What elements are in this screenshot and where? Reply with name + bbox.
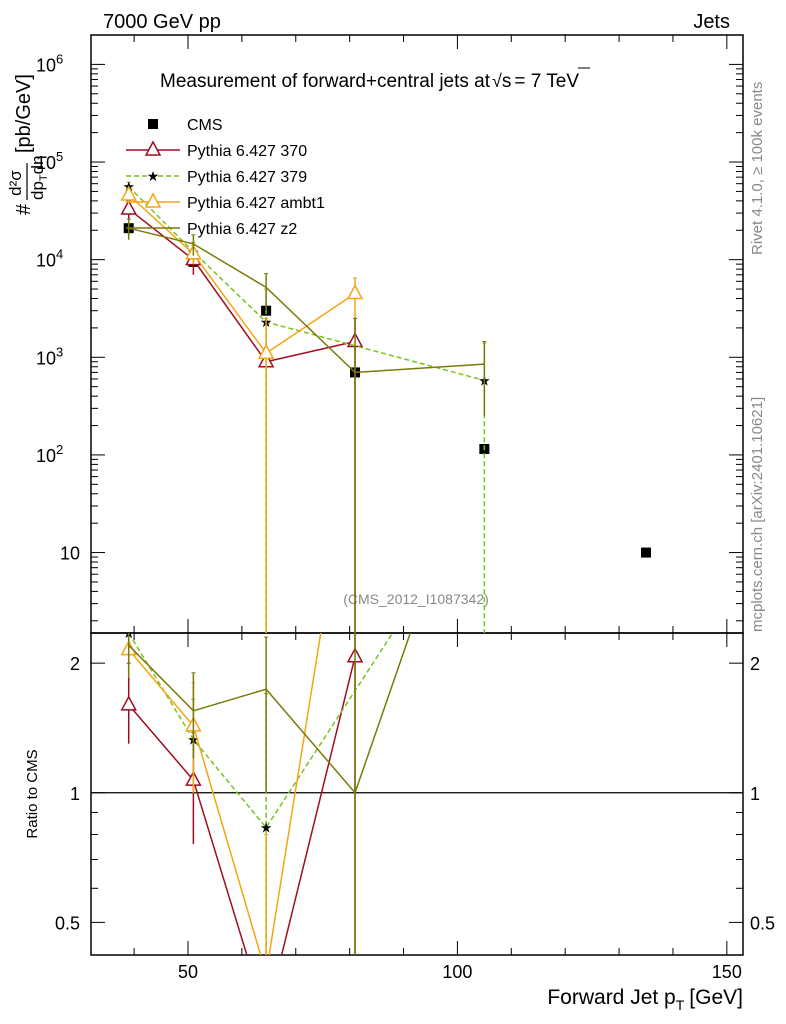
ratio-plot-frame [90,632,744,956]
y-tick-label: 106 [36,51,63,75]
ratio-y-tick-label-right: 0.5 [750,913,775,933]
plot-title: Measurement of forward+central jets at √s… [160,71,579,92]
x-tick-label: 150 [712,962,742,982]
main-marker-ambt1 [120,185,137,201]
legend-label-ambt1: Pythia 6.427 ambt1 [187,195,325,212]
y-tick-label: 103 [36,344,63,368]
main-series-line-ambt1 [128,194,356,355]
ratio-series-line-p379 [128,633,394,829]
x-tick-label: 100 [442,962,472,982]
legend-label-z2: Pythia 6.427 z2 [187,221,297,238]
main-marker-ambt1 [346,283,364,300]
main-marker-cms [641,547,652,558]
ratio-series: ★★★★ [120,579,412,1023]
ratio-y-tick-label-right: 2 [750,654,760,674]
legend-label-p379: Pythia 6.427 379 [187,169,307,186]
ratio-series-line-p370 [128,656,356,955]
ratio-y-axis-label: Ratio to CMS [24,749,41,838]
main-series-line-p370 [128,208,356,363]
legend-marker-cms [148,119,158,129]
ratio-series-line-ambt1 [128,633,322,955]
ratio-marker-p370 [259,1010,273,1023]
y-label-numerator: d²σ [6,170,25,196]
main-marker-ambt1 [257,343,275,360]
legend-marker-p379: ★ [147,168,160,184]
main-series: ★★★★ [120,179,652,633]
y-label-denominator: dpTdη [28,155,50,200]
ratio-y-tick-label-right: 1 [750,784,760,804]
ratio-marker-ambt1 [259,966,273,979]
legend-label-cms: CMS [187,117,223,134]
main-series-line-p379 [128,186,485,382]
ratio-marker-ambt1 [321,579,335,592]
main-marker-p370 [120,199,137,215]
legend: CMS Pythia 6.427 370 ★ Pythia 6.427 379 Pyth… [126,117,325,238]
main-axis-ticks: 10 102 103 104 105 106 [36,34,743,633]
main-series-line-z2 [128,227,485,374]
y-tick-label: 104 [36,247,63,271]
legend-marker-p370 [144,140,162,156]
x-tick-label: 50 [178,962,198,982]
ratio-series-line-z2 [128,633,412,795]
y-label-units: [pb/GeV] [13,74,35,153]
x-axis-label: Forward Jet pT [GeV] [547,986,743,1013]
ratio-y-tick-label-left: 1 [70,784,80,804]
ratio-y-tick-label-left: 0.5 [55,913,80,933]
y-tick-label: 10 [60,544,80,564]
main-y-axis-label: # d²σ dpTdη [pb/GeV] [6,74,50,215]
legend-label-p370: Pythia 6.427 370 [187,143,307,160]
ratio-marker-p379: ★ [260,820,273,836]
legend-marker-ambt1 [144,192,162,208]
header-left: 7000 GeV pp [103,11,221,33]
analysis-id: (CMS_2012_I1087342) [343,591,489,607]
rivet-version-label: Rivet 4.1.0, ≥ 100k events [749,82,766,255]
ratio-axis-ticks: 50 100 150 0.5 0.5 1 1 2 2 [55,633,775,982]
y-tick-label: 105 [36,149,63,173]
y-tick-label: 102 [36,442,63,466]
header-right: Jets [693,11,730,33]
ratio-y-tick-label-left: 2 [70,654,80,674]
mcplots-label: mcplots.cern.ch [arXiv:2401.10621] [749,397,766,632]
y-label-hash: # [13,203,35,215]
ratio-marker-p370 [120,695,137,711]
